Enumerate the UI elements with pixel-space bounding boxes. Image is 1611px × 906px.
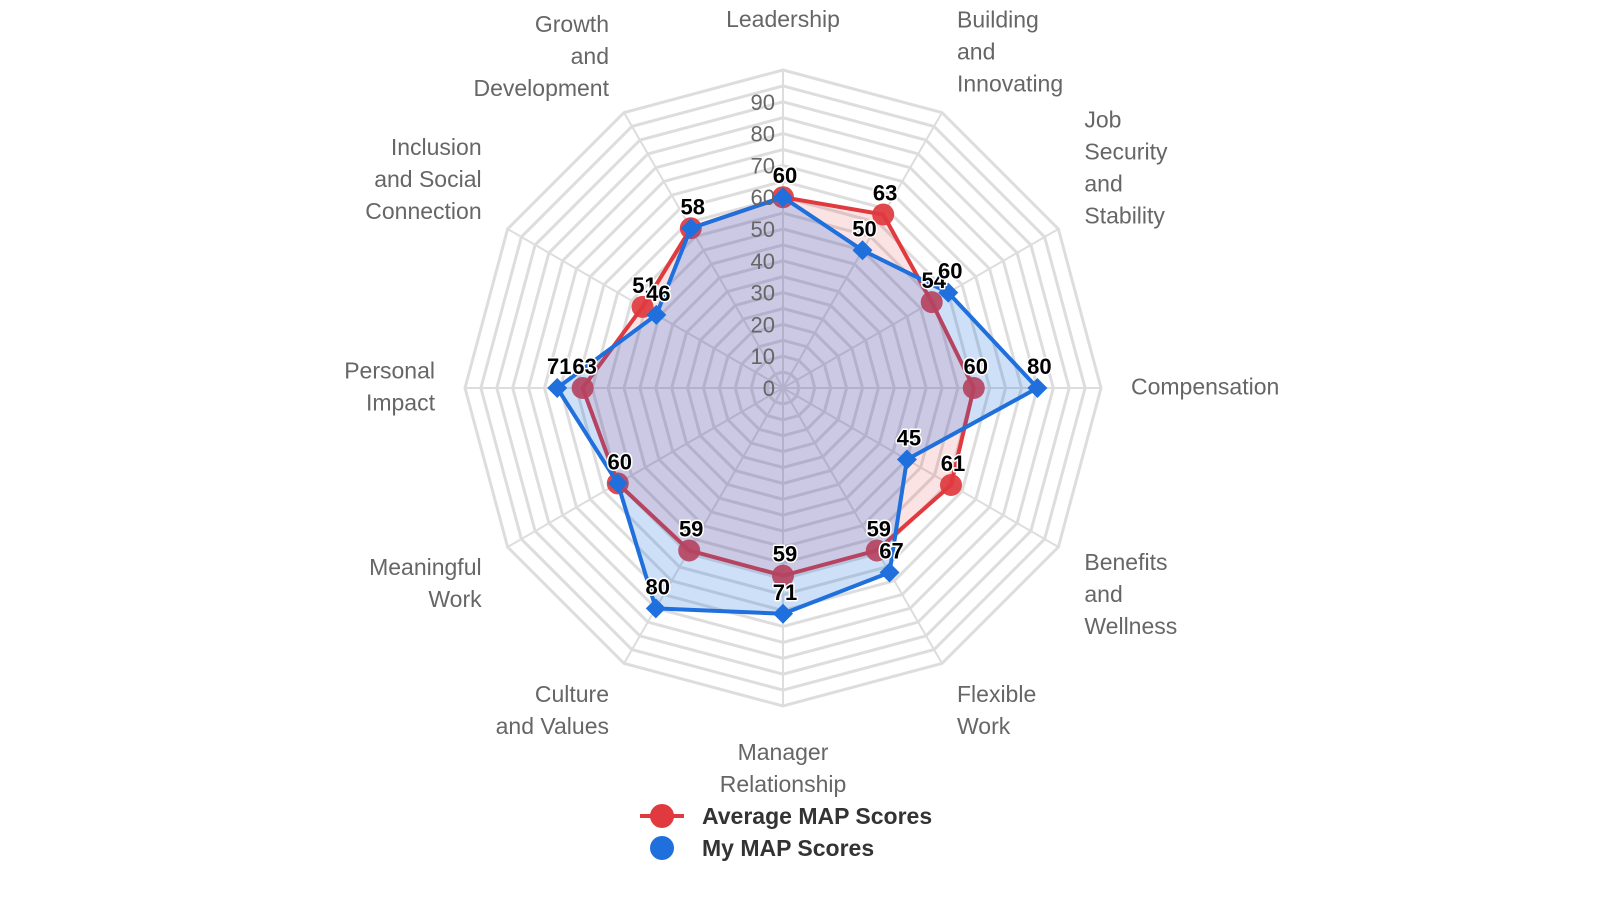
series-point[interactable] [852,240,873,261]
tick-label: 90 [751,90,775,115]
data-label: 61 [941,451,965,476]
series-point[interactable] [772,564,794,587]
data-labels: 6063546061595959606351586050608045677180… [545,162,1053,607]
series-point[interactable] [939,473,962,496]
series-point[interactable] [920,291,943,314]
grid-spoke [623,387,784,664]
tick-label: 80 [751,122,775,147]
series-1 [547,187,1048,624]
data-label: 58 [681,194,705,219]
category-label: CareerGrowthandDevelopment [473,0,609,101]
data-label: 63 [873,181,897,206]
series-point[interactable] [1027,378,1048,398]
tick-label: 20 [751,312,775,337]
data-label: 67 [879,539,903,564]
series-point[interactable] [571,377,594,399]
category-label: Inclusion and Social Connection [365,134,481,224]
legend-label-my: My MAP Scores [702,834,875,861]
grid-spoke [507,387,784,548]
category-label: Flexible Work [957,681,1036,739]
data-label: 60 [608,449,632,474]
series-point[interactable] [773,603,793,624]
tick-label: 40 [751,249,775,274]
legend: Average MAP Scores My MAP Scores [640,800,932,864]
tick-label: 50 [751,217,775,242]
category-label: ExecutiveLeadership [726,0,840,32]
data-label: 63 [572,354,596,379]
category-label: Benefits and Wellness [1084,549,1177,639]
series-point[interactable] [962,377,985,399]
grid-spoke [782,228,1059,389]
data-label: 71 [547,354,571,379]
data-label: 60 [964,354,988,379]
data-label: 71 [773,580,797,605]
data-label: 80 [1027,354,1051,379]
category-labels: ExecutiveLeadership BuildingandInnovating… [344,0,1279,797]
data-label: 80 [646,574,670,599]
grid-spoke [782,387,1059,548]
data-label: 59 [867,516,891,541]
series-point[interactable] [547,378,568,398]
series-point[interactable] [607,473,628,494]
data-label: 45 [897,426,921,451]
category-label: Building and Innovating [957,6,1063,96]
series-point[interactable] [680,218,701,239]
category-label: Culture and Values [496,681,609,739]
series-0 [571,186,985,587]
radial-tick-labels: 0 10 20 30 40 50 60 70 80 90 [751,90,775,401]
tick-label: 30 [751,281,775,306]
tick-label: 60 [751,185,775,210]
radar-series [547,186,1048,624]
tick-label: 0 [763,376,775,401]
series-point[interactable] [678,539,701,562]
data-label: 60 [773,163,797,188]
series-point[interactable] [872,203,895,226]
legend-swatch-my [640,834,688,862]
data-label: 59 [679,516,703,541]
series-point[interactable] [631,295,654,318]
category-label: Compensation [1131,373,1279,399]
series-point[interactable] [645,598,666,619]
tick-label: 70 [751,153,775,178]
data-label: 60 [608,449,632,474]
legend-item-my[interactable]: My MAP Scores [640,832,932,864]
data-label: 46 [646,281,670,306]
legend-swatch-average [640,802,688,830]
data-label: 50 [852,216,876,241]
data-label: 51 [632,273,656,298]
data-label: 54 [921,268,946,293]
category-label: Manager Relationship [720,739,847,797]
series-point[interactable] [879,562,900,583]
series-point[interactable] [773,187,793,208]
category-label: Job Security and Stability [1084,107,1168,229]
data-label: 60 [773,163,797,188]
legend-label-average: Average MAP Scores [702,802,933,829]
category-label: Personal Impact [344,357,435,415]
grid-spoke [623,112,784,389]
category-label: Meaningful Work [369,554,482,612]
series-point[interactable] [896,449,917,470]
data-label: 59 [773,542,797,567]
series-point[interactable] [865,539,888,562]
tick-label: 10 [751,344,775,369]
legend-item-average[interactable]: Average MAP Scores [640,800,932,832]
data-label: 58 [681,194,705,219]
grid-spoke [782,387,943,664]
data-label: 60 [938,259,962,284]
series-point[interactable] [646,304,667,325]
series-point[interactable] [938,282,959,303]
